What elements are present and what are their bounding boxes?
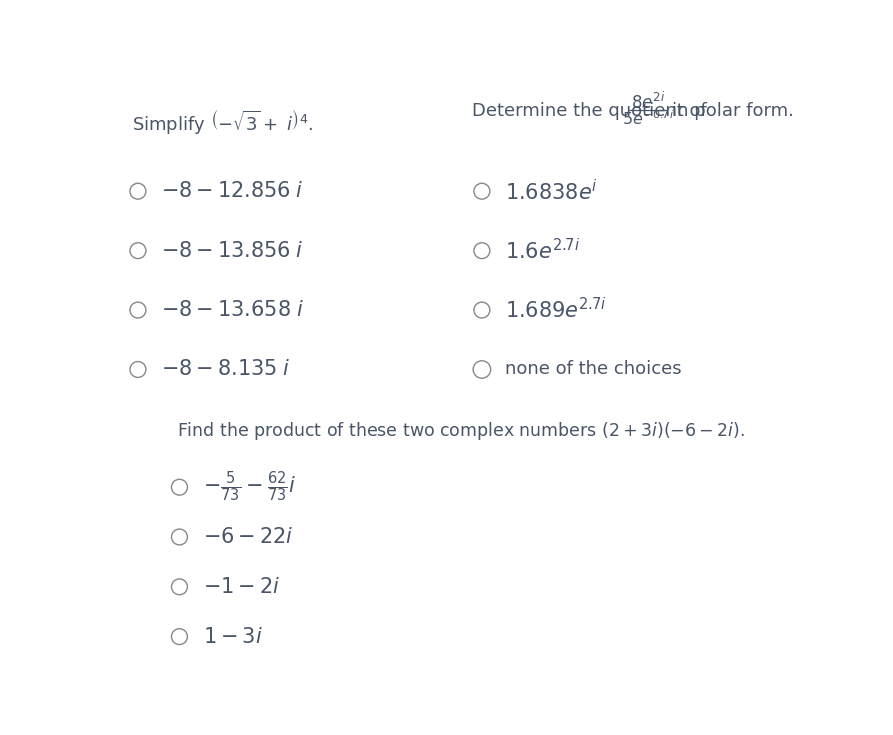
Text: $-8-8.135\;i$: $-8-8.135\;i$	[162, 359, 291, 379]
Text: Simplify $\left(-\sqrt{3}+\ i\right)^{4}$.: Simplify $\left(-\sqrt{3}+\ i\right)^{4}…	[132, 107, 314, 135]
Text: $1-3i$: $1-3i$	[203, 627, 263, 647]
Text: $1.6838e^{i}$: $1.6838e^{i}$	[505, 179, 598, 204]
Text: Find the product of these two complex numbers $\left(2+3i\right)\left(-6-2i\righ: Find the product of these two complex nu…	[178, 420, 746, 442]
Text: in polar form.: in polar form.	[672, 102, 794, 120]
Text: $-\frac{5}{73}-\frac{62}{73}i$: $-\frac{5}{73}-\frac{62}{73}i$	[203, 470, 296, 504]
Text: $1.6e^{2.7i}$: $1.6e^{2.7i}$	[505, 238, 580, 263]
Text: $-6-22i$: $-6-22i$	[203, 527, 294, 547]
Text: Determine the quotient of: Determine the quotient of	[472, 102, 706, 120]
Text: $-8-12.856\;i$: $-8-12.856\;i$	[162, 182, 304, 201]
Text: $1.689e^{2.7i}$: $1.689e^{2.7i}$	[505, 298, 607, 323]
Text: $5e^{-0.7i}$: $5e^{-0.7i}$	[622, 110, 674, 128]
Text: $-8-13.658\;i$: $-8-13.658\;i$	[162, 300, 305, 320]
Text: $-1-2i$: $-1-2i$	[203, 577, 280, 597]
Text: none of the choices: none of the choices	[505, 360, 682, 379]
Text: $-8-13.856\;i$: $-8-13.856\;i$	[162, 240, 304, 261]
Text: $8e^{2i}$: $8e^{2i}$	[630, 92, 665, 113]
